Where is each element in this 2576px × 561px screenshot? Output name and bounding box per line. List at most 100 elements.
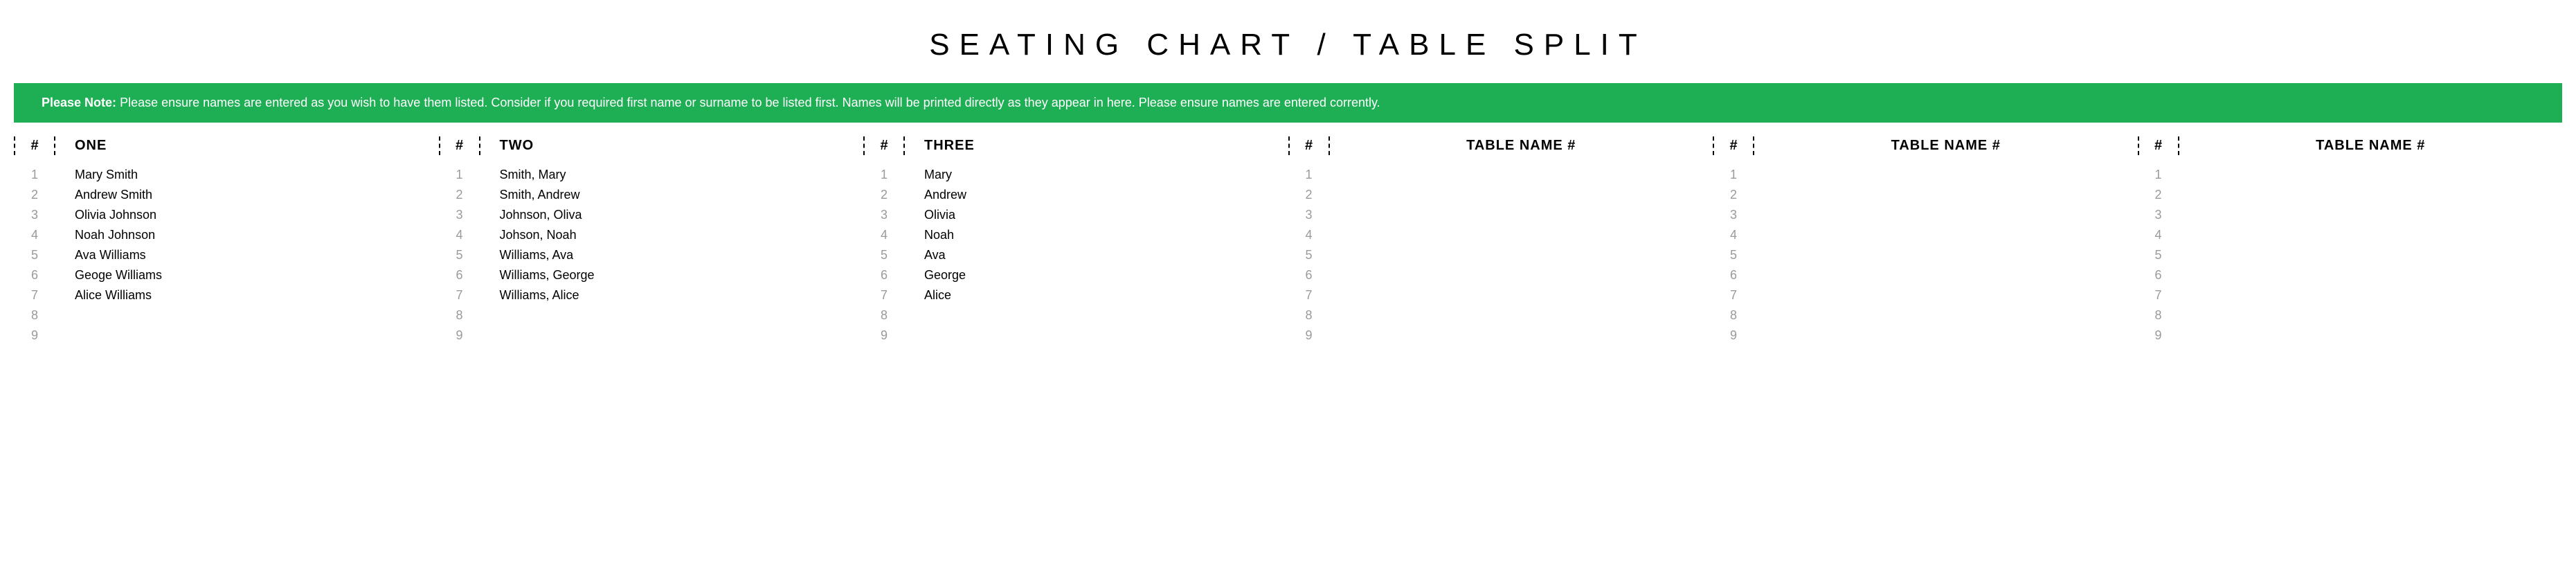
table-column: #ONE1Mary Smith2Andrew Smith3Olivia John… — [14, 130, 439, 346]
guest-name-cell[interactable] — [55, 313, 439, 319]
guest-name-cell[interactable] — [1330, 253, 1713, 258]
guest-name-cell[interactable] — [1330, 172, 1713, 178]
table-column: #TABLE NAME #123456789 — [1288, 130, 1713, 346]
table-row: 6 — [1713, 265, 2138, 285]
guest-name-cell[interactable]: Williams, George — [480, 265, 864, 285]
guest-name-cell[interactable] — [1330, 193, 1713, 198]
guest-name-cell[interactable]: Smith, Andrew — [480, 185, 864, 205]
table-name-header: TABLE NAME # — [1754, 138, 2138, 154]
guest-name-cell[interactable] — [1754, 313, 2138, 319]
guest-name-cell[interactable] — [2179, 273, 2563, 278]
notice-bar: Please Note: Please ensure names are ent… — [14, 83, 2562, 123]
guest-name-cell[interactable] — [1330, 273, 1713, 278]
guest-name-cell[interactable] — [2179, 233, 2563, 238]
row-number: 7 — [863, 285, 905, 305]
guest-name-cell[interactable] — [2179, 333, 2563, 339]
guest-name-cell[interactable]: Ava Williams — [55, 245, 439, 265]
guest-name-cell[interactable] — [2179, 172, 2563, 178]
guest-name-cell[interactable]: Smith, Mary — [480, 165, 864, 185]
table-row: 3Johnson, Oliva — [439, 205, 864, 225]
guest-name-cell[interactable]: Olivia Johnson — [55, 205, 439, 225]
table-row: 5Ava — [863, 245, 1288, 265]
row-number: 4 — [14, 225, 55, 245]
guest-name-cell[interactable] — [2179, 253, 2563, 258]
guest-name-cell[interactable]: Mary — [905, 165, 1288, 185]
table-row: 7 — [1713, 285, 2138, 305]
guest-name-cell[interactable] — [1330, 313, 1713, 319]
table-row: 4 — [1713, 225, 2138, 245]
row-number: 9 — [14, 326, 55, 346]
guest-name-cell[interactable] — [480, 333, 864, 339]
guest-name-cell[interactable]: Johson, Noah — [480, 225, 864, 245]
guest-name-cell[interactable] — [1330, 213, 1713, 218]
row-number: 6 — [2138, 265, 2179, 285]
row-number: 1 — [2138, 165, 2179, 185]
table-row: 9 — [863, 326, 1288, 346]
guest-name-cell[interactable] — [1754, 213, 2138, 218]
notice-body: Please ensure names are entered as you w… — [120, 96, 1380, 109]
guest-name-cell[interactable]: George — [905, 265, 1288, 285]
row-number: 3 — [2138, 205, 2179, 225]
guest-name-cell[interactable] — [2179, 193, 2563, 198]
guest-name-cell[interactable] — [1754, 293, 2138, 299]
row-number: 5 — [863, 245, 905, 265]
row-number: 3 — [1713, 205, 1754, 225]
table-column: #TABLE NAME #123456789 — [1713, 130, 2138, 346]
row-number: 6 — [1288, 265, 1330, 285]
page-title: SEATING CHART / TABLE SPLIT — [14, 28, 2562, 62]
guest-name-cell[interactable]: Noah — [905, 225, 1288, 245]
guest-name-cell[interactable] — [480, 313, 864, 319]
table-row: 3 — [1288, 205, 1713, 225]
guest-name-cell[interactable]: Noah Johnson — [55, 225, 439, 245]
table-row: 9 — [1713, 326, 2138, 346]
guest-name-cell[interactable]: Williams, Alice — [480, 285, 864, 305]
row-number: 8 — [2138, 305, 2179, 326]
guest-name-cell[interactable] — [1330, 333, 1713, 339]
guest-name-cell[interactable] — [905, 333, 1288, 339]
seating-chart-container: SEATING CHART / TABLE SPLIT Please Note:… — [14, 28, 2562, 346]
row-number: 6 — [439, 265, 480, 285]
guest-name-cell[interactable]: Alice Williams — [55, 285, 439, 305]
row-number: 7 — [2138, 285, 2179, 305]
guest-name-cell[interactable] — [1330, 233, 1713, 238]
guest-name-cell[interactable] — [55, 333, 439, 339]
guest-name-cell[interactable] — [1754, 172, 2138, 178]
guest-name-cell[interactable] — [1754, 333, 2138, 339]
row-number-header: # — [2138, 136, 2179, 155]
guest-name-cell[interactable]: Alice — [905, 285, 1288, 305]
table-name-header: TABLE NAME # — [1330, 138, 1713, 154]
guest-name-cell[interactable] — [1330, 293, 1713, 299]
guest-name-cell[interactable]: Ava — [905, 245, 1288, 265]
table-row: 8 — [863, 305, 1288, 326]
row-number: 5 — [14, 245, 55, 265]
guest-name-cell[interactable]: Williams, Ava — [480, 245, 864, 265]
guest-name-cell[interactable]: Geoge Williams — [55, 265, 439, 285]
guest-name-cell[interactable] — [1754, 193, 2138, 198]
row-number: 7 — [14, 285, 55, 305]
guest-name-cell[interactable] — [2179, 293, 2563, 299]
guest-name-cell[interactable] — [2179, 213, 2563, 218]
table-row: 1 — [1713, 165, 2138, 185]
guest-name-cell[interactable]: Andrew — [905, 185, 1288, 205]
row-number: 2 — [439, 185, 480, 205]
guest-name-cell[interactable]: Johnson, Oliva — [480, 205, 864, 225]
row-number: 2 — [1713, 185, 1754, 205]
guest-name-cell[interactable] — [1754, 253, 2138, 258]
row-number: 3 — [1288, 205, 1330, 225]
table-row: 5 — [1713, 245, 2138, 265]
guest-name-cell[interactable]: Andrew Smith — [55, 185, 439, 205]
guest-name-cell[interactable] — [1754, 233, 2138, 238]
row-number: 5 — [1713, 245, 1754, 265]
guest-name-cell[interactable]: Mary Smith — [55, 165, 439, 185]
guest-name-cell[interactable] — [905, 313, 1288, 319]
row-number: 2 — [2138, 185, 2179, 205]
row-number: 8 — [1288, 305, 1330, 326]
guest-name-cell[interactable] — [2179, 313, 2563, 319]
row-number: 4 — [863, 225, 905, 245]
row-number: 5 — [2138, 245, 2179, 265]
row-number: 1 — [863, 165, 905, 185]
guest-name-cell[interactable]: Olivia — [905, 205, 1288, 225]
guest-name-cell[interactable] — [1754, 273, 2138, 278]
row-number: 9 — [1288, 326, 1330, 346]
row-number: 3 — [439, 205, 480, 225]
